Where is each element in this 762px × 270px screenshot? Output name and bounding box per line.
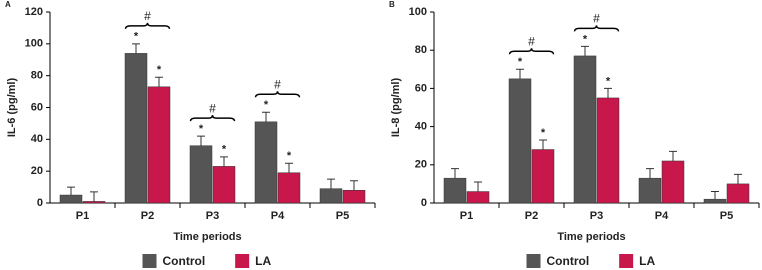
bar [124, 53, 148, 204]
y-axis-title: IL-6 (pg/ml) [6, 78, 18, 138]
group-brace [189, 115, 236, 122]
x-tick-label: P3 [206, 210, 219, 222]
group-brace [573, 25, 620, 32]
group-brace [124, 22, 171, 29]
x-tick-label: P1 [76, 210, 89, 222]
bar [189, 145, 213, 204]
bar [638, 177, 662, 204]
bar [573, 55, 597, 204]
bar [661, 160, 685, 204]
legend-label: LA [639, 254, 655, 268]
significance-marker: * [199, 123, 204, 135]
y-tick-label: 40 [31, 133, 43, 145]
significance-marker: * [583, 33, 588, 45]
y-tick-label: 0 [37, 197, 43, 209]
x-axis-title: Time periods [557, 231, 625, 243]
error-bar [67, 186, 75, 196]
bar [319, 188, 343, 204]
significance-marker: * [518, 56, 523, 68]
significance-marker: * [606, 75, 611, 87]
group-label: # [593, 12, 600, 26]
y-tick-label: 100 [25, 38, 43, 50]
y-tick-label: 100 [409, 6, 427, 18]
error-bar [581, 45, 589, 56]
bar [443, 177, 467, 204]
error-bar [220, 156, 228, 167]
group-label: # [528, 34, 535, 48]
y-tick-label: 120 [25, 6, 43, 18]
significance-marker: * [222, 144, 227, 156]
error-bar [350, 180, 358, 191]
bar [531, 149, 555, 204]
error-bar [734, 173, 742, 184]
error-bar [646, 168, 654, 179]
y-tick-label: 40 [415, 121, 427, 133]
significance-marker: * [134, 31, 139, 43]
x-tick-label: P5 [336, 210, 349, 222]
panel-label: A [5, 0, 11, 9]
group-label: # [209, 101, 216, 115]
error-bar [327, 178, 335, 189]
error-bar [285, 162, 293, 173]
y-tick-label: 0 [421, 197, 427, 209]
error-bar [197, 135, 205, 146]
significance-marker: * [287, 150, 292, 162]
significance-marker: * [264, 99, 269, 111]
bar [726, 183, 750, 204]
x-tick-label: P3 [590, 210, 603, 222]
bar [596, 97, 620, 204]
bar [508, 78, 532, 204]
error-bar [262, 111, 270, 122]
x-tick-label: P2 [525, 210, 538, 222]
y-tick-label: 20 [31, 165, 43, 177]
y-tick-label: 20 [415, 159, 427, 171]
bar [703, 198, 727, 204]
bar [147, 86, 171, 204]
group-label: # [274, 77, 281, 91]
x-tick-label: P1 [460, 210, 473, 222]
error-bar [90, 191, 98, 202]
x-tick-label: P4 [655, 210, 669, 222]
legend-label: Control [163, 254, 206, 268]
panel-label: B [389, 0, 395, 9]
significance-marker: * [541, 127, 546, 139]
error-bar [451, 168, 459, 179]
legend-label: Control [547, 254, 590, 268]
error-bar [539, 139, 547, 150]
y-tick-label: 80 [415, 44, 427, 56]
error-bar [155, 76, 163, 87]
bar [277, 172, 301, 204]
bar [342, 190, 366, 204]
error-bar [516, 68, 524, 79]
bar [254, 121, 278, 204]
x-tick-label: P2 [141, 210, 154, 222]
error-bar [474, 181, 482, 192]
error-bar [669, 150, 677, 161]
bar [466, 191, 490, 204]
legend-swatch [142, 254, 157, 268]
legend-label: LA [255, 254, 271, 268]
y-tick-label: 60 [415, 82, 427, 94]
y-axis-title: IL-8 (pg/ml) [390, 78, 402, 138]
error-bar [132, 43, 140, 54]
bar [59, 194, 83, 204]
y-tick-label: 60 [31, 101, 43, 113]
x-tick-label: P4 [271, 210, 285, 222]
group-brace [508, 48, 555, 55]
significance-marker: * [157, 64, 162, 76]
group-brace [254, 91, 301, 98]
legend-swatch [619, 254, 634, 268]
x-axis-title: Time periods [173, 231, 241, 243]
legend-swatch [235, 254, 250, 268]
x-tick-label: P5 [720, 210, 733, 222]
error-bar [711, 191, 719, 200]
bar [82, 201, 106, 204]
legend-swatch [526, 254, 541, 268]
y-tick-label: 80 [31, 70, 43, 82]
error-bar [604, 87, 612, 98]
group-label: # [144, 9, 151, 23]
bar [212, 166, 236, 204]
